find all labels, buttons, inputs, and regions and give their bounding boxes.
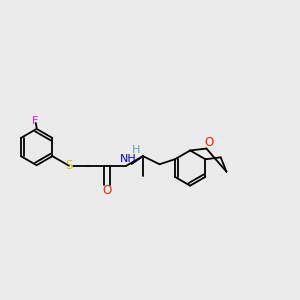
Text: S: S [65,159,73,172]
Text: NH: NH [119,154,136,164]
Text: H: H [132,145,141,155]
Text: O: O [103,184,112,197]
Text: F: F [32,116,38,126]
Text: O: O [204,136,213,148]
